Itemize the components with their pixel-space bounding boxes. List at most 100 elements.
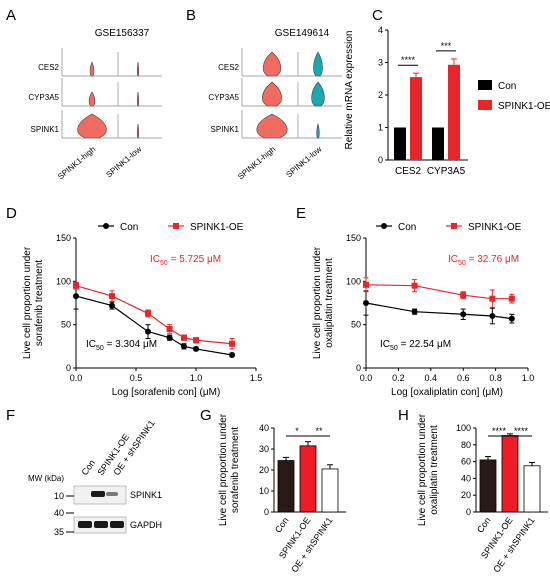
dose-x-label: Log [sorafenib con] (μM) (112, 387, 221, 398)
bar-y-tick-label: 60 (461, 457, 471, 467)
c-legend-swatch (478, 80, 492, 90)
bar-y-tick-label: 20 (461, 490, 471, 500)
violin-shape (77, 113, 107, 139)
dose-x-tick-label: 1.0 (522, 373, 535, 383)
c-bar-spink1-oe (410, 77, 422, 160)
ic50-label-oe: IC50 = 5.725 μM (150, 254, 221, 267)
panel-letter-g: G (200, 407, 212, 424)
c-y-label: Relative mRNA expression (344, 31, 355, 150)
blot-band-gapdh (78, 521, 92, 528)
dose-y-tick-label: 150 (346, 233, 361, 243)
ic50-label-oe: IC50 = 32.76 μM (448, 254, 519, 267)
panel-letter-c: C (372, 7, 383, 24)
dose-x-tick-label: 1.0 (190, 373, 203, 383)
violin-group-label: SPINK1-high (56, 145, 97, 182)
dose-y-tick-label: 100 (346, 276, 361, 286)
dose-point-oe (229, 340, 235, 347)
bar-significance: ** (315, 426, 323, 436)
c-legend-label: SPINK1-OE (498, 101, 550, 112)
c-significance: *** (441, 41, 452, 51)
dose-point-oe (489, 295, 496, 302)
violin-shape (311, 81, 325, 107)
bar-category-label: Con (475, 515, 493, 534)
violin-gene-label: SPINK1 (211, 125, 240, 134)
dose-point-con (166, 334, 173, 341)
bar-y-label-line2: sorafenib treatment (230, 427, 241, 513)
dose-legend-label: Con (398, 222, 416, 233)
blot-band-gapdh (110, 521, 124, 528)
blot-mw-label: MW (kDa) (28, 474, 64, 483)
dose-legend-marker (103, 223, 109, 229)
c-significance: **** (401, 55, 416, 65)
violin-title: GSE149614 (275, 28, 330, 39)
blot-band-label: SPINK1 (130, 490, 162, 500)
bar-y-tick-label: 10 (259, 486, 269, 496)
bar-y-tick-label: 100 (456, 423, 471, 433)
bar-con (479, 459, 497, 513)
bar-y-tick-label: 80 (461, 440, 471, 450)
violin-gene-label: CES2 (38, 63, 59, 72)
dose-point-con (181, 343, 187, 350)
panel-letter-f: F (6, 407, 15, 424)
violin-shape (137, 61, 139, 77)
violin-gene-label: CYP3A5 (28, 93, 59, 102)
dose-point-con (109, 302, 115, 309)
dose-x-tick-label: 1.5 (250, 373, 263, 383)
dose-legend-marker (381, 223, 387, 229)
violin-shape (89, 61, 95, 77)
dose-y-tick-label: 100 (56, 276, 71, 286)
blot-lane-label: Con (79, 458, 97, 477)
dose-point-con (145, 328, 151, 335)
violin-shape (88, 91, 96, 107)
dose-point-con (229, 352, 235, 358)
dose-y-tick-label: 50 (351, 320, 361, 330)
dose-point-con (73, 293, 79, 300)
violin-shape (316, 122, 320, 139)
dose-x-tick-label: 0.5 (130, 373, 143, 383)
violin-gene-label: SPINK1 (31, 125, 60, 134)
violin-shape (137, 91, 139, 107)
dose-point-oe (460, 292, 467, 299)
dose-point-oe (109, 293, 115, 300)
bar-shspink1 (321, 468, 339, 513)
blot-marker-label: 35 (54, 527, 64, 537)
dose-y-tick-label: 50 (61, 320, 71, 330)
dose-x-tick-label: 0.6 (457, 373, 470, 383)
dose-y-tick-label: 0 (356, 363, 361, 373)
bar-y-label-line2: oxaliplatin treatment (429, 425, 440, 515)
dose-x-label: Log [oxaliplatin con] (μM) (391, 387, 503, 398)
dose-x-tick-label: 0.8 (489, 373, 502, 383)
dose-legend-marker (173, 223, 179, 229)
blot-band-label: GAPDH (130, 520, 162, 530)
bar-con (277, 460, 295, 513)
bar-y-label-line1: Live cell proportion under (218, 413, 229, 526)
blot-band-gapdh (94, 521, 108, 528)
panel-letter-d: D (6, 205, 17, 222)
panel-letter-b: B (186, 7, 196, 24)
bar-significance: **** (492, 426, 507, 436)
dose-point-oe (145, 310, 151, 317)
dose-point-oe (411, 282, 418, 289)
dose-legend-label: Con (120, 222, 138, 233)
panel-letter-e: E (296, 205, 306, 222)
dose-point-con (193, 345, 199, 352)
violin-title: GSE156337 (95, 28, 150, 39)
dose-x-tick-label: 0.2 (392, 373, 405, 383)
dose-y-label-line2: sorafenib treatment (34, 260, 45, 346)
dose-curve-spink1-oe (75, 285, 233, 345)
c-legend-swatch (478, 100, 492, 110)
bar-significance: * (295, 426, 299, 436)
dose-point-con (508, 315, 515, 322)
dose-point-con (411, 308, 418, 315)
violin-shape (262, 51, 282, 77)
dose-legend-marker (451, 223, 457, 229)
dose-point-oe (73, 282, 79, 289)
dose-legend-label: SPINK1-OE (468, 222, 522, 233)
violin-shape (256, 113, 288, 139)
dose-point-oe (166, 326, 173, 332)
bar-category-label: Con (273, 515, 291, 534)
violin-group-label: SPINK1-low (284, 144, 323, 179)
panel-letter-a: A (6, 7, 16, 24)
dose-point-oe (193, 337, 199, 344)
panel-letter-h: H (398, 407, 409, 424)
